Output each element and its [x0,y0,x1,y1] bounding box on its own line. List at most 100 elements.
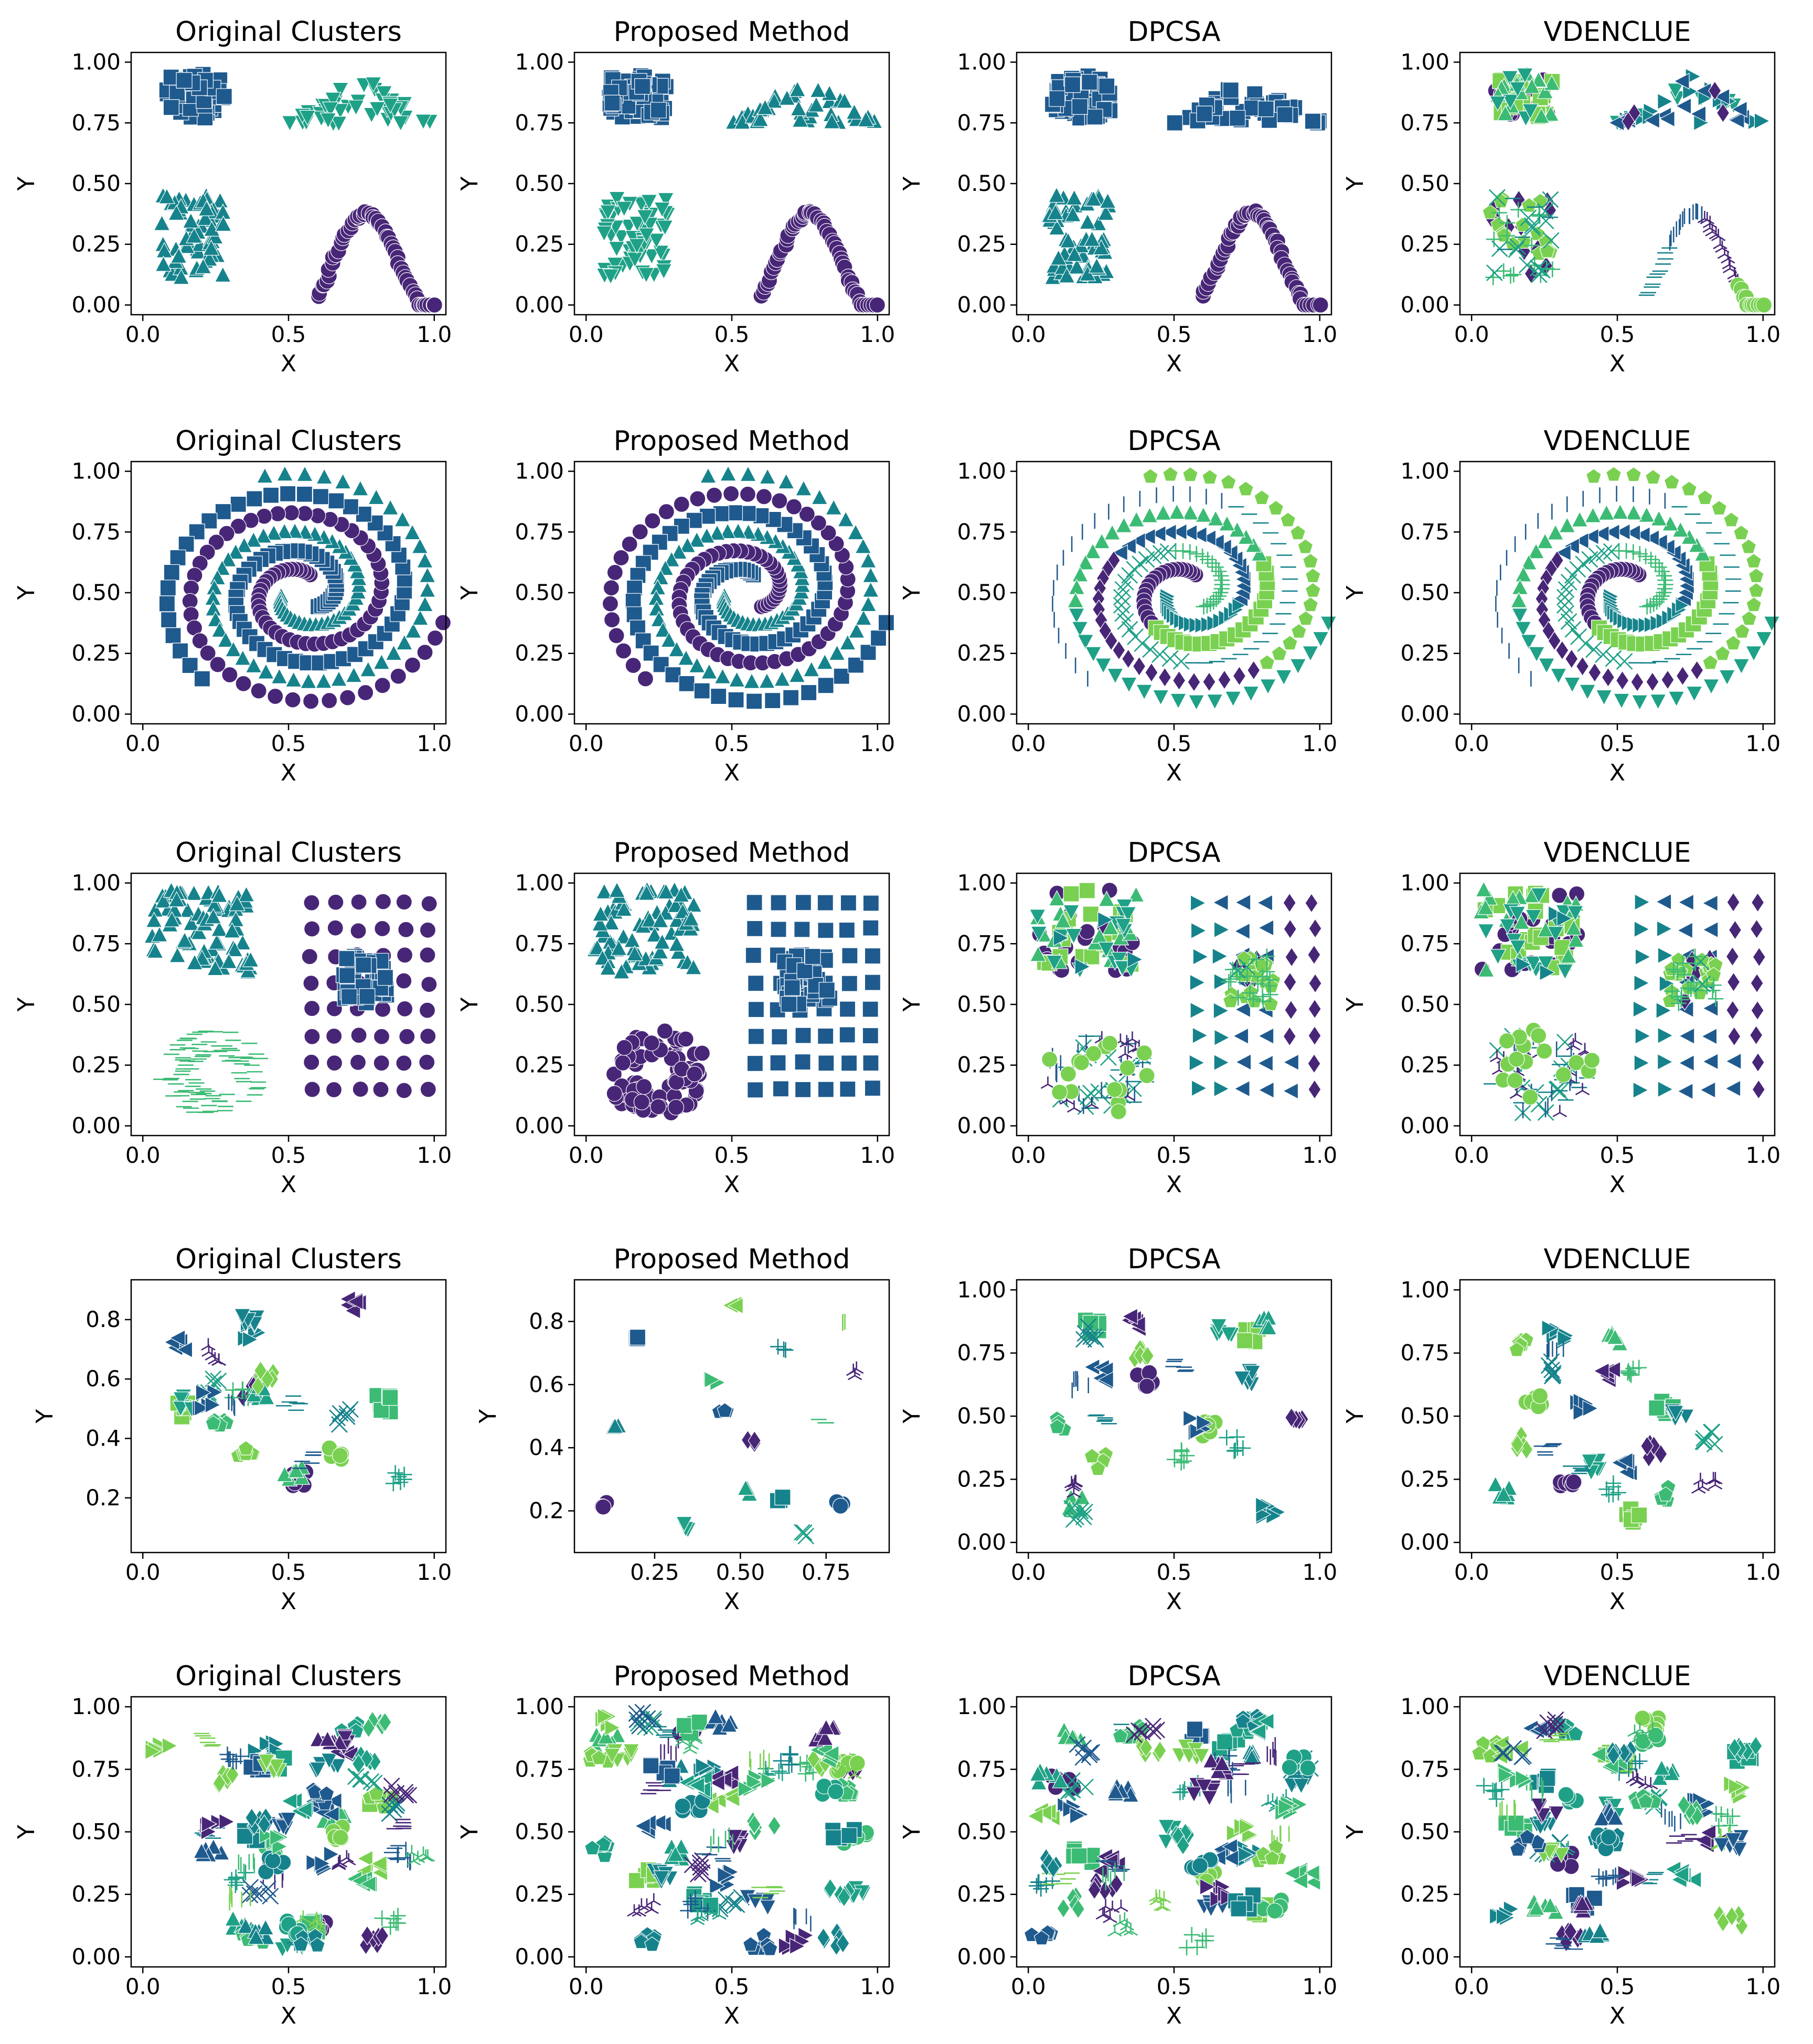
scatter-points [1052,466,1337,711]
point-40 [1281,1759,1298,1776]
point-1 [641,911,658,927]
point-10 [1523,217,1541,234]
point-4 [1121,677,1138,693]
x-axis-label: X [724,350,740,377]
point-14 [1138,1067,1155,1084]
plot-frame [1459,872,1776,1137]
y-tick-label: 0.75 [71,110,121,135]
point-2 [862,1027,879,1044]
point-3 [178,536,195,553]
point-2 [828,644,846,661]
point-4 [1106,668,1124,684]
point-1 [589,939,606,955]
point-6 [1677,1083,1693,1100]
point-1 [1565,1474,1582,1491]
point-8 [1290,525,1306,540]
scatter-points [158,465,452,710]
point-4 [1550,668,1567,684]
point-8 [1745,553,1762,569]
point-6 [1573,532,1589,549]
point-2 [304,921,321,937]
point-4 [1686,686,1703,702]
scatter-points [602,465,895,710]
point-10 [1486,264,1503,282]
point-3 [1067,592,1084,608]
point-9 [1195,548,1211,564]
point-4 [1242,686,1260,702]
point-3 [657,192,675,209]
point-2 [326,1028,343,1045]
x-tick-label: 1.0 [417,1559,452,1585]
point-6 [1171,523,1187,541]
point-4 [1528,646,1545,662]
point-3 [197,209,214,226]
point-3 [1029,946,1047,962]
y-axis-label: Y [899,1825,925,1839]
x-tick-label: 1.0 [860,322,895,347]
point-22 [774,1765,791,1781]
point-4 [1152,689,1169,706]
point-4 [1719,669,1736,686]
point-3 [602,269,620,285]
point-4 [650,1098,667,1115]
point-3 [1097,204,1114,221]
point-16 [1487,1475,1504,1492]
y-axis-label: Y [899,1409,925,1424]
x-tick-label: 0.0 [1454,1559,1489,1585]
point-2 [817,922,834,939]
point-3 [608,627,625,644]
point-3 [1559,517,1576,533]
point-7 [1307,1053,1321,1074]
point-14 [1530,1027,1547,1044]
point-3 [810,515,827,531]
point-8 [1305,568,1321,583]
point-10 [1117,613,1134,630]
point-7 [1283,972,1297,992]
point-2 [862,919,879,936]
panel-title: VDENCLUE [1544,425,1691,457]
point-7 [1588,662,1602,683]
point-2 [374,920,391,937]
point-10 [1142,641,1159,658]
point-3 [1060,232,1077,248]
point-10 [794,1524,810,1541]
y-tick-label: 0.75 [957,519,1006,544]
point-13 [1713,237,1727,250]
point-3 [194,670,211,687]
point-10 [1560,613,1577,630]
point-3 [169,549,186,566]
point-13 [1568,1033,1583,1045]
point-2 [774,670,791,687]
point-1 [1086,109,1103,125]
point-14 [1106,1081,1123,1098]
point-3 [1093,239,1110,255]
point-1 [374,677,391,694]
point-4 [1302,646,1319,662]
point-3 [673,496,690,512]
point-6 [1258,1082,1274,1099]
point-43 [1201,1790,1218,1806]
x-tick-label: 0.5 [1600,322,1635,347]
point-9 [1491,205,1507,221]
point-3 [804,948,821,965]
point-2 [748,1028,764,1045]
point-3 [1510,592,1528,608]
point-3 [1694,545,1711,562]
point-2 [256,467,273,484]
point-3 [1093,532,1111,549]
point-14 [1136,1045,1153,1062]
point-13 [1695,1479,1710,1492]
x-axis-label: X [281,1588,296,1615]
point-8 [1725,635,1741,650]
point-3 [215,215,232,232]
point-2 [809,81,827,98]
x-tick-label: 0.5 [1157,322,1192,347]
x-axis-label: X [724,1171,740,1198]
point-9 [1486,231,1502,248]
panel-r2c4: 0.0 0.5 1.0 0.00 0.25 0.50 0.75 1.00 X Y VDENCLUE [1342,425,1780,786]
y-tick-label: 0.00 [957,1112,1006,1138]
point-2 [392,115,409,132]
point-3 [615,643,632,659]
x-tick-label: 0.25 [630,1559,679,1585]
point-2 [777,473,795,489]
